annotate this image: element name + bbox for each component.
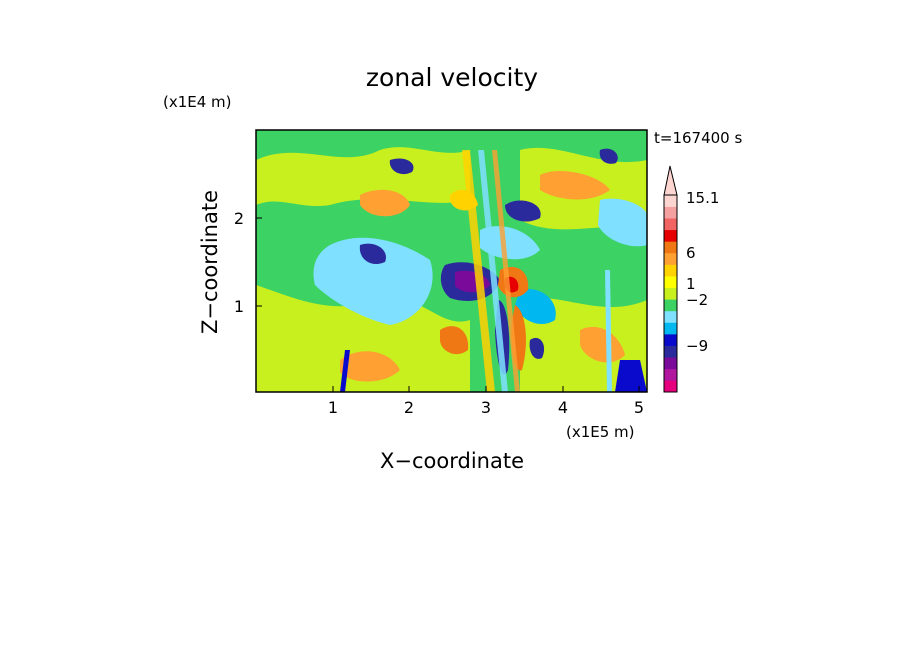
x-tick-label: 3	[481, 398, 491, 417]
colorbar-frame	[663, 194, 678, 393]
x-unit-label: (x1E5 m)	[566, 423, 635, 441]
x-tick-label: 2	[404, 398, 414, 417]
colorbar-cell	[664, 310, 677, 323]
colorbar-cell	[664, 334, 677, 346]
plot-area	[255, 129, 648, 393]
colorbar: 15.1 6 1 −2 −9	[663, 165, 719, 393]
colorbar-cell	[664, 229, 677, 242]
colorbar-arrow	[663, 165, 678, 196]
timestamp-label: t=167400 s	[654, 129, 742, 147]
colorbar-label: 6	[686, 244, 696, 262]
colorbar-cell	[664, 345, 677, 358]
x-tick-label: 1	[328, 398, 338, 417]
colorbar-cell	[664, 299, 677, 312]
contour-field	[256, 130, 647, 392]
colorbar-cell	[664, 380, 677, 393]
x-axis-label: X−coordinate	[380, 449, 524, 473]
colorbar-cell	[664, 368, 677, 381]
colorbar-cell	[664, 322, 677, 335]
colorbar-cell	[664, 218, 677, 231]
chart-title: zonal velocity	[366, 63, 538, 92]
colorbar-cell	[664, 287, 677, 300]
colorbar-cell	[664, 252, 677, 265]
plot-frame	[255, 129, 648, 393]
y-tick-label: 2	[234, 209, 244, 228]
colorbar-cell	[664, 206, 677, 219]
x-tick-label: 5	[634, 398, 644, 417]
colorbar-label: 15.1	[686, 189, 719, 207]
colorbar-cell	[664, 276, 677, 289]
colorbar-cell	[664, 241, 677, 254]
colorbar-cell	[664, 357, 677, 370]
x-axis: 1 2 3 4 5 (x1E5 m) X−coordinate	[328, 386, 644, 473]
y-axis: 1 2 Z−coordinate	[198, 190, 262, 334]
colorbar-label: −2	[686, 291, 708, 309]
x-tick-label: 4	[558, 398, 568, 417]
colorbar-cell	[664, 195, 677, 207]
y-tick-label: 1	[234, 297, 244, 316]
y-axis-label: Z−coordinate	[198, 190, 222, 334]
colorbar-cells	[664, 195, 677, 393]
colorbar-label: −9	[686, 337, 708, 355]
colorbar-label: 1	[686, 275, 696, 293]
colorbar-cell	[664, 264, 677, 277]
y-unit-label: (x1E4 m)	[163, 93, 232, 111]
